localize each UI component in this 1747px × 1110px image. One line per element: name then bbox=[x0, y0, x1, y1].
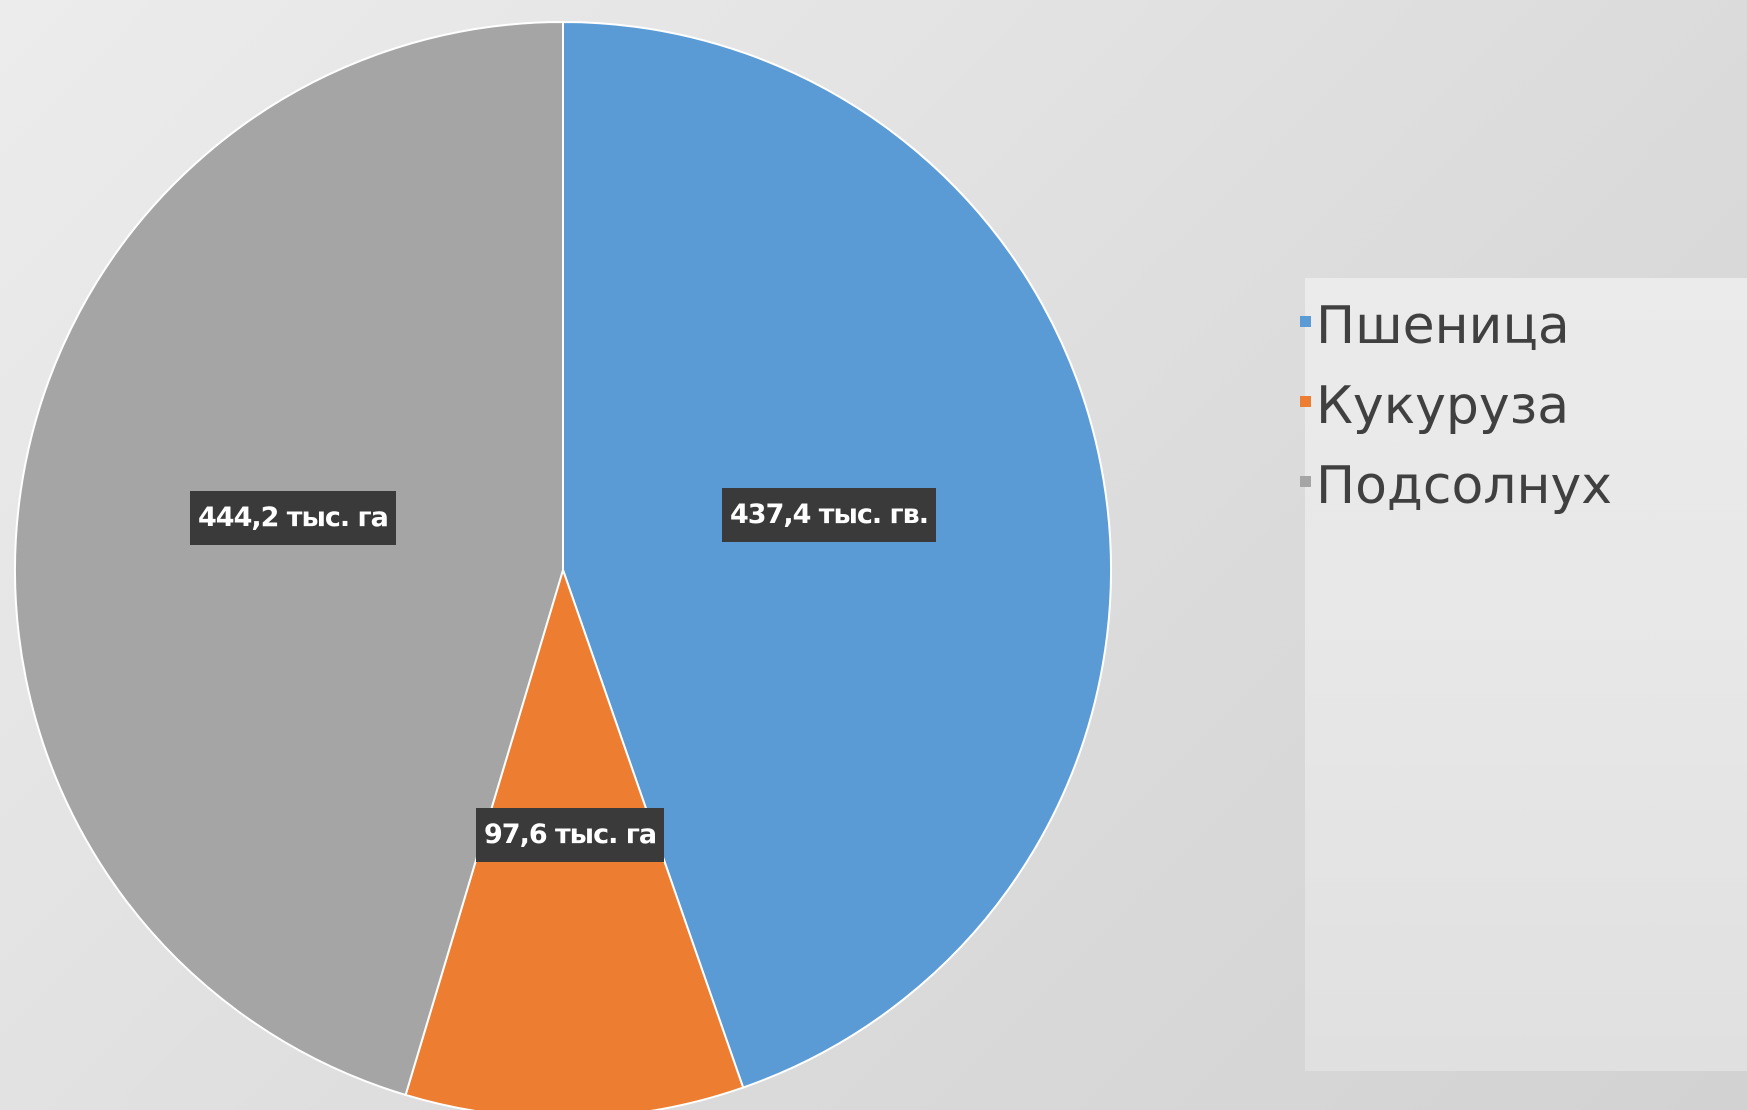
legend-label-corn: Кукуруза bbox=[1316, 376, 1570, 436]
pie-slice-wheat bbox=[562, 20, 1112, 1089]
data-label-sunflower: 444,2 тыс. га bbox=[190, 491, 396, 545]
legend-swatch-wheat bbox=[1300, 315, 1311, 327]
legend-swatch-corn bbox=[1300, 395, 1311, 407]
data-label-wheat: 437,4 тыс. гв. bbox=[722, 488, 936, 542]
legend: Пшеница Кукуруза Подсолнух bbox=[1300, 286, 1612, 526]
pie-slice-sunflower bbox=[14, 20, 564, 1097]
legend-label-sunflower: Подсолнух bbox=[1316, 456, 1613, 516]
data-label-corn: 97,6 тыс. га bbox=[476, 808, 665, 862]
legend-item-wheat: Пшеница bbox=[1300, 286, 1612, 366]
legend-panel bbox=[1305, 278, 1747, 1071]
legend-label-wheat: Пшеница bbox=[1316, 296, 1570, 356]
legend-item-sunflower: Подсолнух bbox=[1300, 446, 1612, 526]
legend-swatch-sunflower bbox=[1300, 475, 1311, 487]
legend-item-corn: Кукуруза bbox=[1300, 366, 1612, 446]
